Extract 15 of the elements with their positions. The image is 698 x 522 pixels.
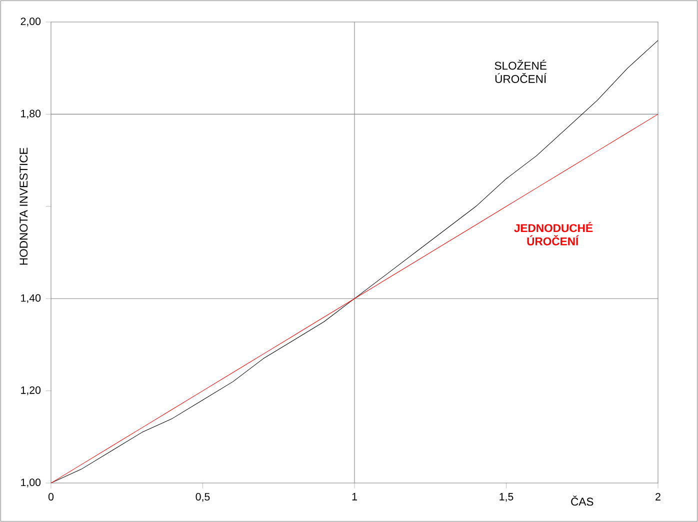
y-axis-title: HODNOTA INVESTICE [20,148,28,265]
x-tick-label: 1,5 [500,493,514,502]
y-tick-label: 1,80 [21,110,41,119]
x-tick-label: 1 [352,493,357,500]
y-tick-label: 1,20 [21,386,41,396]
series-label: JEDNODUCHÉ ÚROČENÍ [514,222,593,246]
x-tick-label: 0,5 [196,493,210,502]
y-tick-label: 1,40 [21,294,41,303]
line-series [51,114,658,483]
x-tick-label: 2 [656,493,660,500]
x-tick-label: 0 [48,493,54,501]
x-axis-title: ČAS [571,496,594,506]
text: SLOŽENÉ ÚROČENÍ [494,60,547,83]
y-tick-label: 2,00 [20,18,41,26]
y-tick-label: 1,00 [21,478,41,488]
